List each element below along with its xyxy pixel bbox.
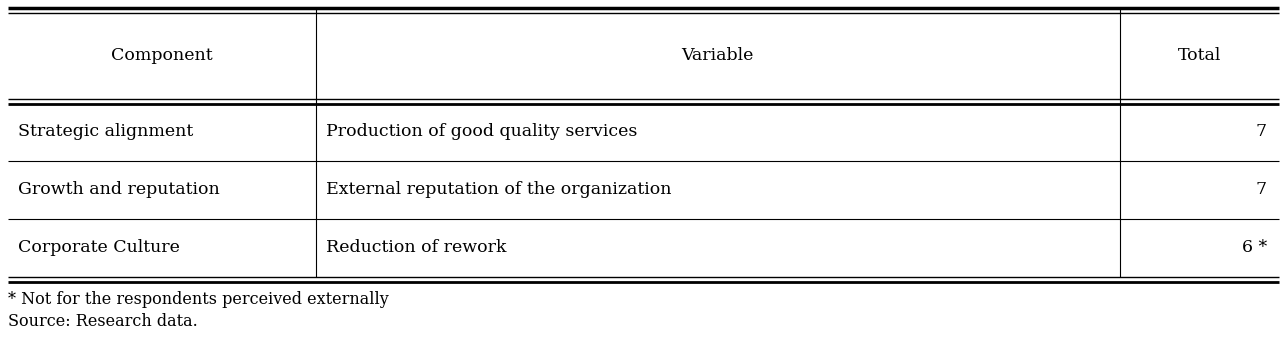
Text: 6 *: 6 * (1242, 239, 1266, 256)
Text: Variable: Variable (682, 47, 754, 64)
Text: * Not for the respondents perceived externally: * Not for the respondents perceived exte… (8, 291, 389, 308)
Text: Production of good quality services: Production of good quality services (326, 123, 637, 140)
Text: Growth and reputation: Growth and reputation (18, 182, 220, 199)
Text: Component: Component (111, 47, 212, 64)
Text: 7: 7 (1256, 182, 1266, 199)
Text: Total: Total (1178, 47, 1221, 64)
Text: Corporate Culture: Corporate Culture (18, 239, 180, 256)
Text: Source: Research data.: Source: Research data. (8, 313, 198, 330)
Text: External reputation of the organization: External reputation of the organization (326, 182, 671, 199)
Text: Reduction of rework: Reduction of rework (326, 239, 506, 256)
Text: 7: 7 (1256, 123, 1266, 140)
Text: Strategic alignment: Strategic alignment (18, 123, 193, 140)
